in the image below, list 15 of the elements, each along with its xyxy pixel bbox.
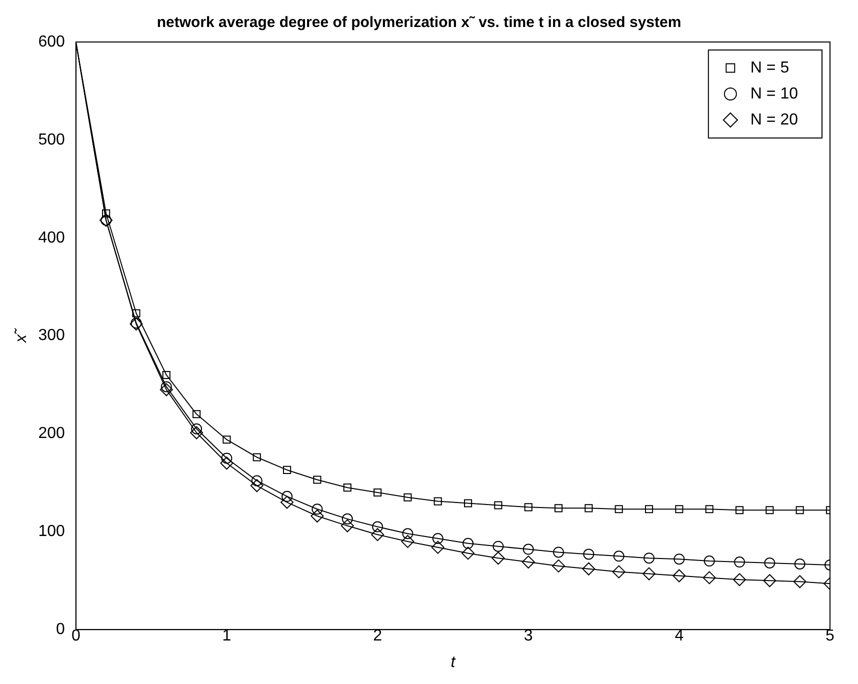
- y-tick-label: 400: [38, 229, 65, 246]
- x-tick-label: 1: [222, 628, 232, 645]
- y-axis-title: x˜: [13, 327, 30, 344]
- y-tick-label: 200: [38, 425, 65, 442]
- y-tick-label: 300: [38, 327, 65, 344]
- chart-title: network average degree of polymerization x˜ vs. time t in a closed system: [156, 14, 682, 32]
- y-tick-label: 100: [38, 523, 65, 540]
- legend-label: N = 20: [750, 111, 798, 128]
- legend-label: N = 5: [750, 59, 790, 76]
- legend-label: N = 10: [750, 85, 798, 102]
- x-axis-title: t: [450, 654, 456, 671]
- x-tick-label: 0: [71, 628, 80, 645]
- x-tick-label: 4: [674, 628, 684, 645]
- y-tick-label: 500: [38, 131, 65, 148]
- y-tick-label: 600: [38, 33, 65, 50]
